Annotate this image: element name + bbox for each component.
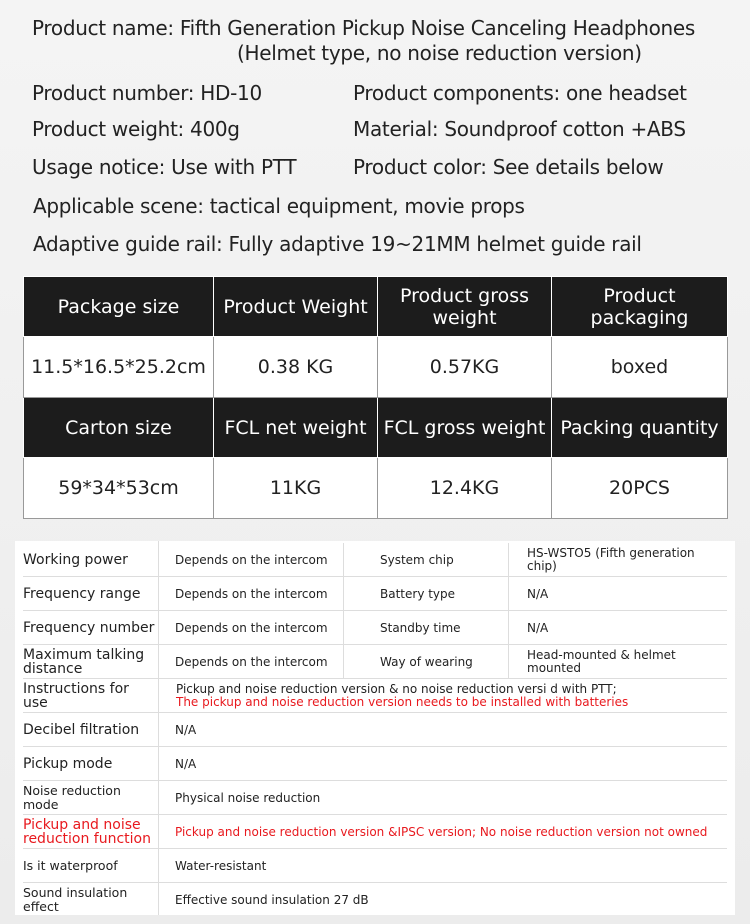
row-label: Pickup and noise reduction function (23, 817, 151, 847)
cell: 59*34*53cm (23, 457, 214, 519)
header-cell: Packing quantity (551, 397, 728, 458)
row-label: Instructions for use (23, 681, 129, 711)
header-cell: FCL gross weight (377, 397, 552, 458)
header-cell: FCL net weight (213, 397, 378, 458)
row-label: Way of wearing (380, 654, 473, 669)
row-label: System chip (380, 552, 454, 567)
instructions-value: Pickup and noise reduction version & no … (176, 679, 628, 713)
table-row: Decibel filtration N/A (23, 713, 727, 747)
cell: 20PCS (551, 457, 728, 519)
header-cell: Package size (23, 276, 214, 337)
cell: 11KG (213, 457, 378, 519)
row-label: Maximum talking distance (23, 647, 145, 677)
table-row: Frequency range Depends on the intercom Ba… (23, 577, 727, 611)
cell: 11.5*16.5*25.2cm (23, 336, 214, 398)
table-row: Frequency number Depends on the intercom S… (23, 611, 727, 645)
table-row: Instructions for use Pickup and noise red… (23, 679, 727, 713)
table-row: Pickup mode N/A (23, 747, 727, 781)
cell: Depends on the intercom (175, 654, 328, 669)
usage-notice: Usage notice: Use with PTT (32, 155, 297, 179)
instructions-line: Pickup and noise reduction version & no … (176, 682, 617, 696)
table-row: Maximum talking distance Depends on the i… (23, 645, 727, 679)
cell: Depends on the intercom (175, 586, 328, 601)
table-row: Noise reduction mode Physical noise reduc… (23, 781, 727, 815)
header-cell: Carton size (23, 397, 214, 458)
cell: N/A (175, 722, 197, 737)
table-row: 11.5*16.5*25.2cm 0.38 KG 0.57KG boxed (23, 336, 728, 398)
cell: HS-WSTO5 (Fifth generation chip) (527, 546, 695, 573)
header-cell: Product Weight (213, 276, 378, 337)
header-cell: Product packaging (551, 276, 728, 337)
material: Material: Soundproof cotton +ABS (353, 117, 686, 141)
product-number: Product number: HD-10 (32, 81, 262, 105)
row-label: Standby time (380, 620, 461, 635)
product-weight: Product weight: 400g (32, 117, 240, 141)
header-row: Package size Product Weight Product gros… (23, 276, 728, 337)
table-row: 59*34*53cm 11KG 12.4KG 20PCS (23, 457, 728, 519)
cell: Physical noise reduction (175, 790, 321, 805)
row-label: Pickup mode (23, 756, 113, 772)
cell: Depends on the intercom (175, 552, 328, 567)
spec-table: Working power Depends on the intercom Syst… (15, 541, 735, 915)
cell: N/A (527, 586, 549, 601)
cell: Water-resistant (175, 858, 267, 873)
product-name-sub: (Helmet type, no noise reduction version… (237, 41, 642, 65)
cell: Head-mounted & helmet mounted (527, 648, 676, 675)
header-row: Carton size FCL net weight FCL gross wei… (23, 397, 728, 458)
package-table: Package size Product Weight Product gros… (23, 276, 728, 519)
row-label: Sound insulation effect (23, 885, 128, 914)
cell: N/A (527, 620, 549, 635)
product-color: Product color: See details below (353, 155, 664, 179)
row-label: Noise reduction mode (23, 783, 121, 812)
cell: boxed (551, 336, 728, 398)
applicable-scene: Applicable scene: tactical equipment, mo… (33, 194, 525, 218)
instructions-warning: The pickup and noise reduction version n… (176, 695, 629, 709)
row-label: Decibel filtration (23, 722, 140, 738)
table-row: Working power Depends on the intercom Syst… (23, 543, 727, 577)
row-label: Frequency number (23, 620, 155, 636)
cell: N/A (175, 756, 197, 771)
cell: 0.57KG (377, 336, 552, 398)
table-row: Is it waterproof Water-resistant (23, 849, 727, 883)
row-label: Working power (23, 552, 128, 568)
header-cell: Product gross weight (377, 276, 552, 337)
cell: Effective sound insulation 27 dB (175, 892, 369, 907)
product-components: Product components: one headset (353, 81, 687, 105)
row-label: Is it waterproof (23, 858, 118, 873)
cell: Pickup and noise reduction version &IPSC… (175, 824, 708, 839)
table-row: Sound insulation effect Effective sound i… (23, 883, 727, 917)
guide-rail: Adaptive guide rail: Fully adaptive 19~2… (33, 232, 642, 256)
table-row: Pickup and noise reduction function Picku… (23, 815, 727, 849)
cell: 12.4KG (377, 457, 552, 519)
row-label: Battery type (380, 586, 456, 601)
row-label: Frequency range (23, 586, 141, 602)
product-name: Product name: Fifth Generation Pickup No… (32, 16, 696, 40)
cell: 0.38 KG (213, 336, 378, 398)
cell: Depends on the intercom (175, 620, 328, 635)
